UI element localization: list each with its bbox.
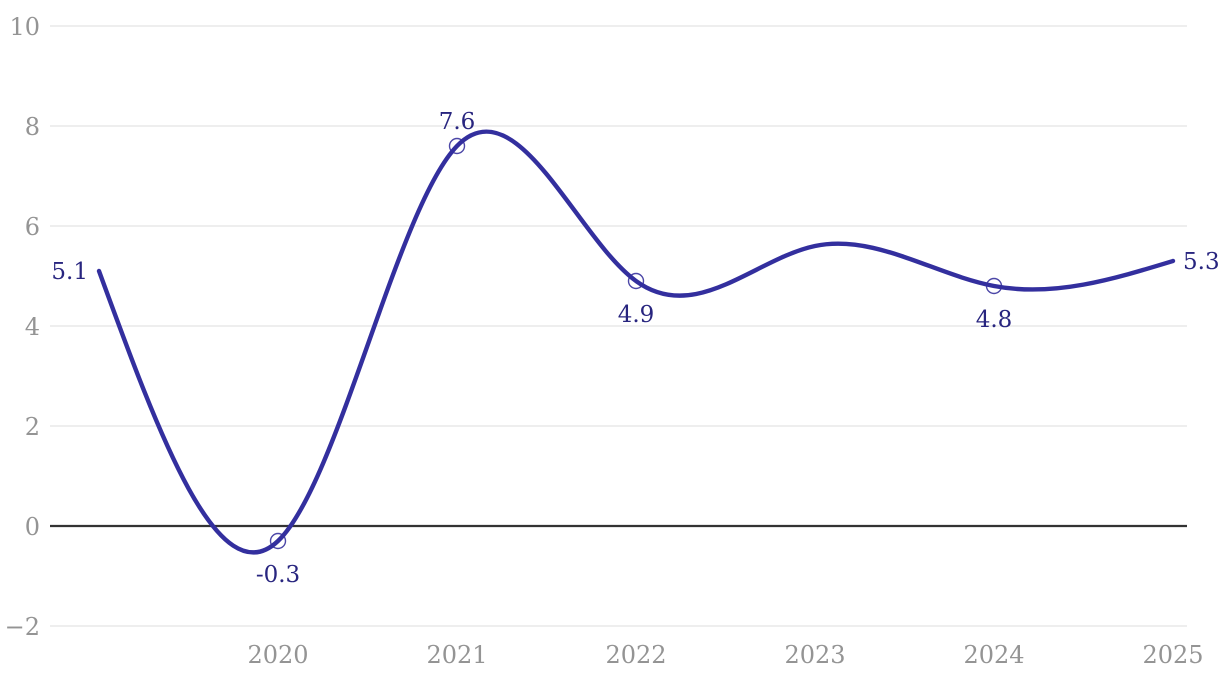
x-tick-label: 2020 bbox=[247, 641, 308, 669]
data-point-label: 5.3 bbox=[1183, 249, 1220, 275]
x-tick-label: 2025 bbox=[1142, 641, 1203, 669]
y-tick-label: 0 bbox=[25, 513, 40, 541]
data-point-label: -0.3 bbox=[256, 562, 300, 588]
y-tick-label: 8 bbox=[25, 113, 40, 141]
data-point-label: 4.8 bbox=[976, 307, 1013, 333]
data-point-label: 4.9 bbox=[618, 302, 655, 328]
data-point-label: 5.1 bbox=[51, 259, 88, 285]
x-tick-label: 2024 bbox=[963, 641, 1024, 669]
y-tick-label: 2 bbox=[25, 413, 40, 441]
x-tick-label: 2023 bbox=[784, 641, 845, 669]
y-tick-label: 4 bbox=[25, 313, 40, 341]
x-tick-label: 2022 bbox=[605, 641, 666, 669]
data-point-label: 7.6 bbox=[439, 109, 476, 135]
series-line bbox=[96, 129, 1176, 555]
x-tick-label: 2021 bbox=[426, 641, 487, 669]
y-tick-label: 10 bbox=[9, 13, 40, 41]
y-tick-label: −2 bbox=[5, 613, 40, 641]
y-tick-label: 6 bbox=[25, 213, 40, 241]
